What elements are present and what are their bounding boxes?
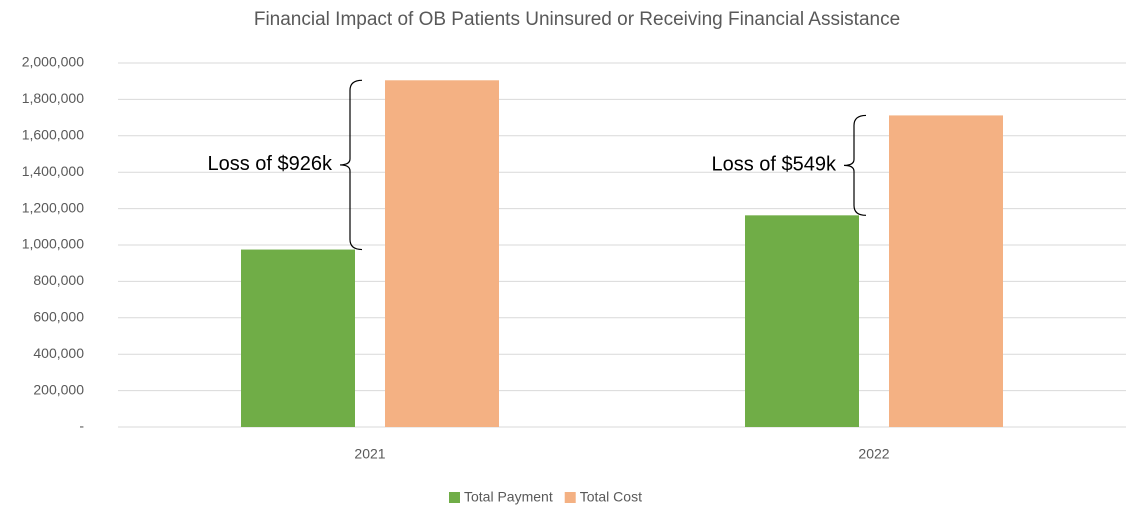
y-tick-label: 1,600,000 — [22, 127, 84, 143]
annotation: Loss of $549k — [711, 154, 837, 176]
y-tick-label: 400,000 — [33, 345, 84, 361]
x-tick-label: 2022 — [858, 446, 889, 462]
bar — [385, 80, 499, 427]
y-tick-label: 1,200,000 — [22, 199, 84, 215]
chart-title: Financial Impact of OB Patients Uninsure… — [254, 9, 900, 30]
y-tick-label: 2,000,000 — [22, 54, 84, 70]
y-tick-label: 1,400,000 — [22, 163, 84, 179]
y-tick-label: 800,000 — [33, 272, 84, 288]
y-tick-label: 1,800,000 — [22, 90, 84, 106]
bar — [745, 215, 859, 427]
bar — [889, 115, 1003, 427]
y-tick-label: - — [79, 418, 84, 434]
y-tick-label: 200,000 — [33, 381, 84, 397]
brace — [339, 79, 363, 251]
y-tick-label: 600,000 — [33, 309, 84, 325]
y-tick-label: 1,000,000 — [22, 236, 84, 252]
legend-label: Total Payment — [464, 489, 553, 505]
legend-swatch — [449, 492, 460, 503]
bar — [241, 249, 355, 427]
legend-swatch — [564, 492, 576, 503]
x-tick-label: 2021 — [354, 446, 385, 462]
brace — [843, 114, 867, 216]
annotation: Loss of $926k — [207, 153, 333, 175]
legend-label: Total Cost — [580, 489, 642, 505]
